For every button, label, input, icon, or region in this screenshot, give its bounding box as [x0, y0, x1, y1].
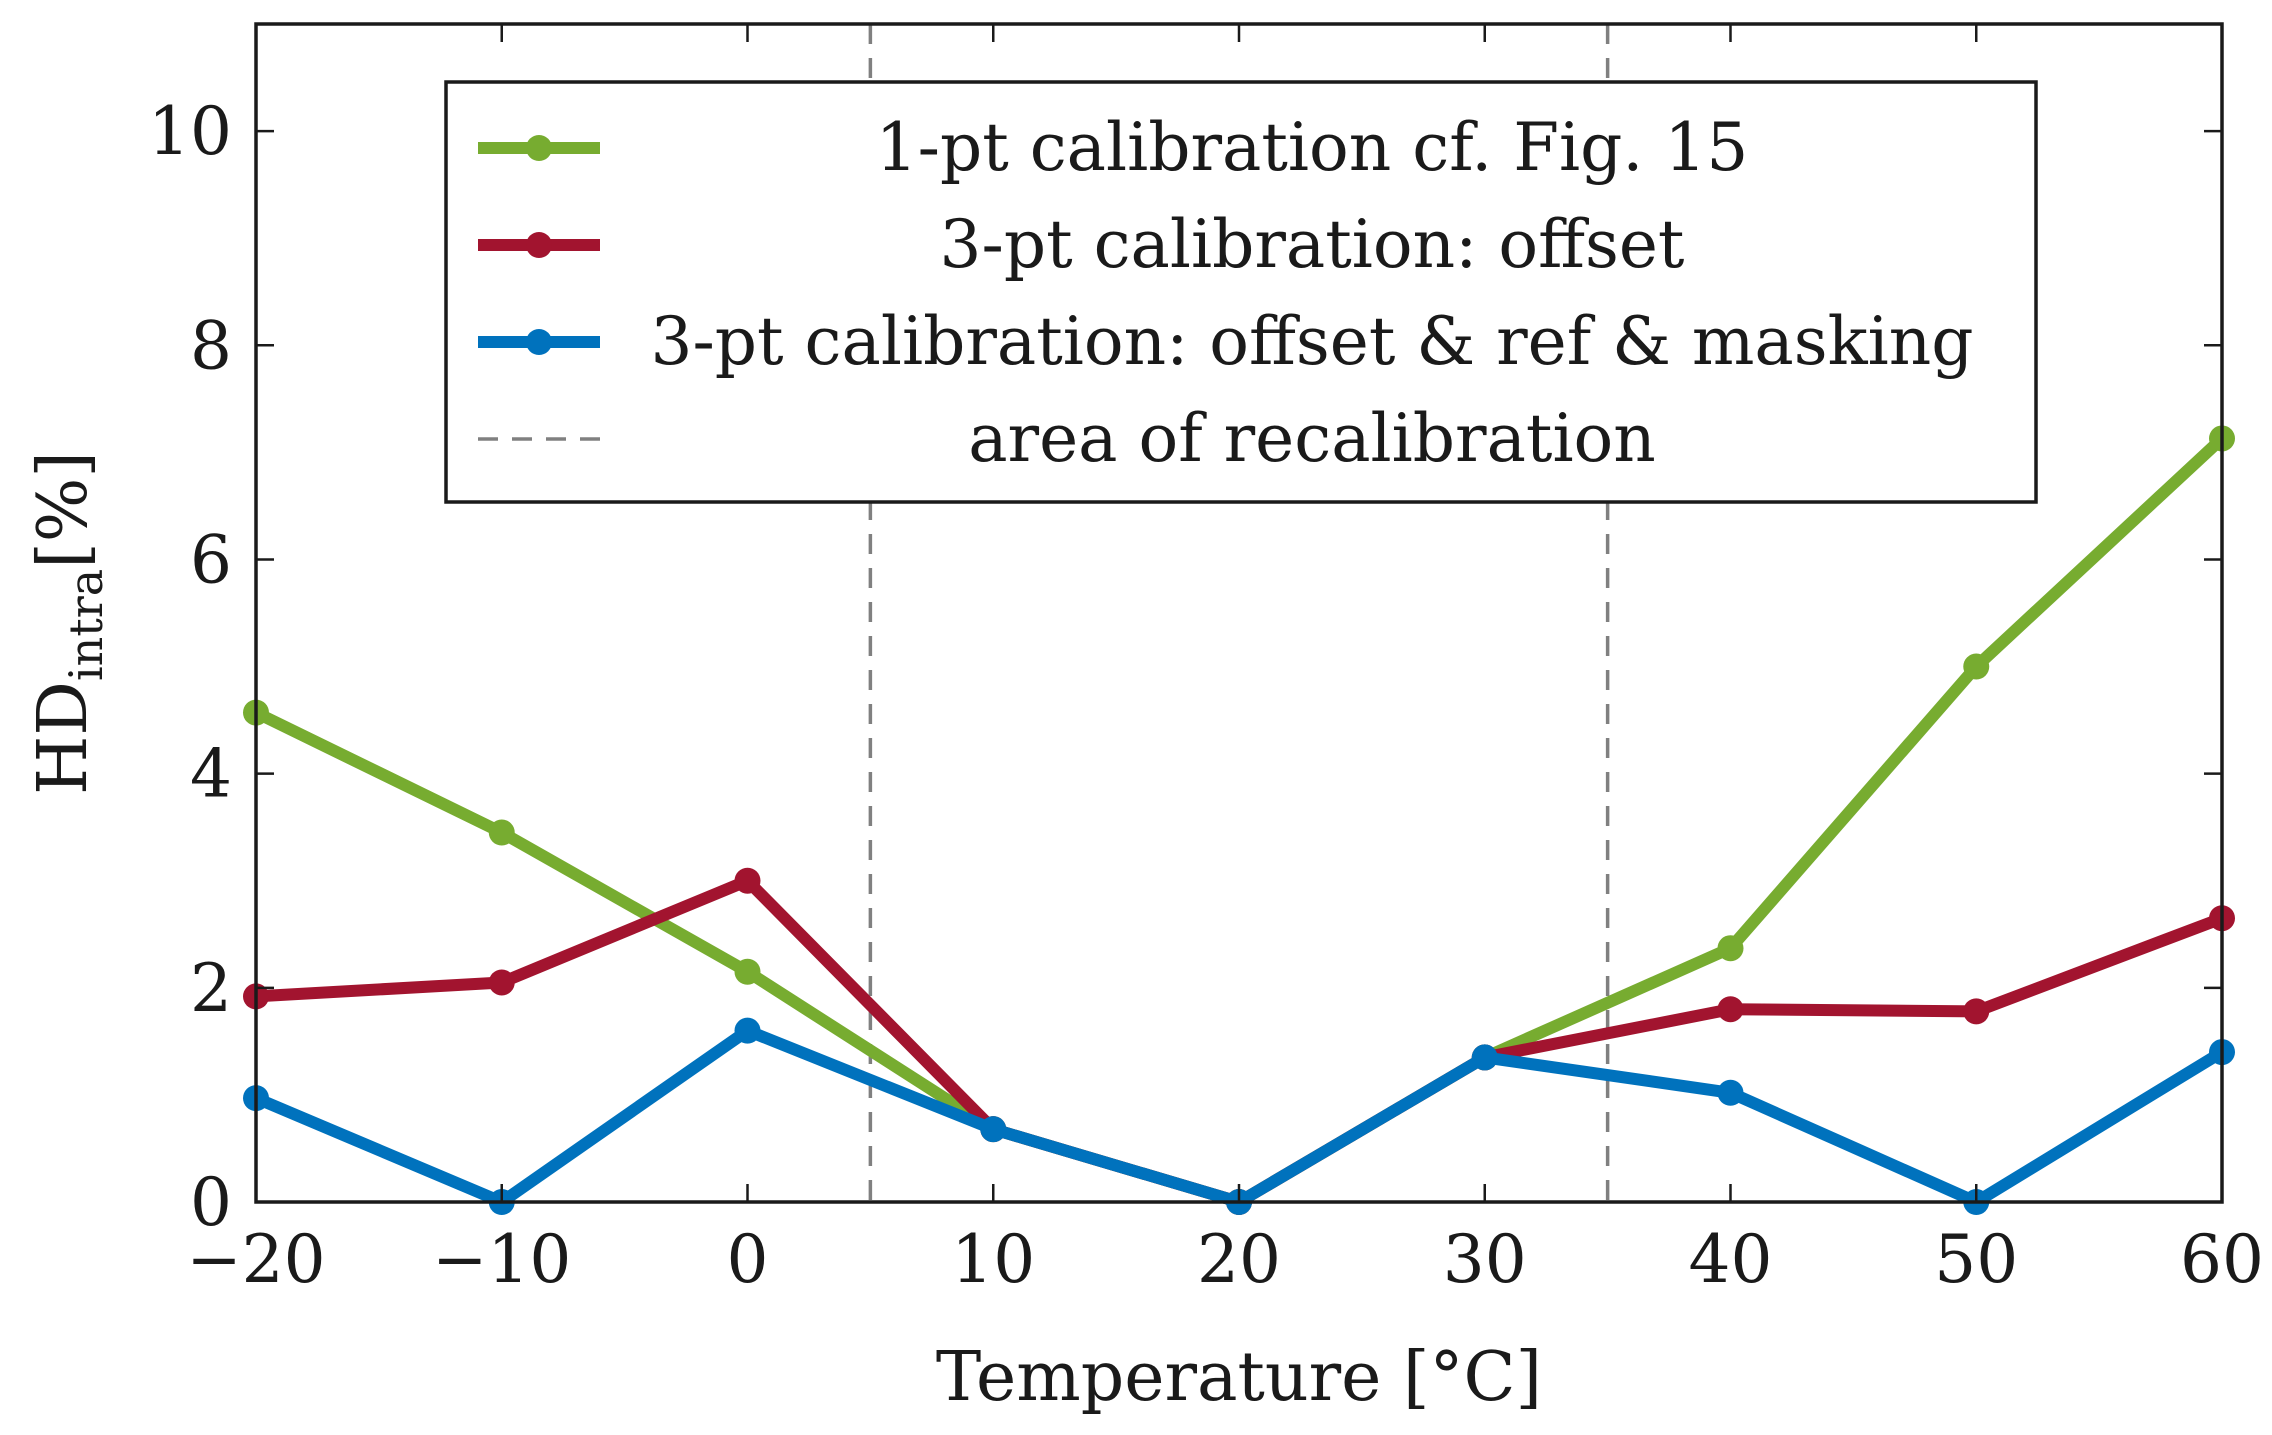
- legend-swatch-marker: [526, 329, 552, 355]
- legend-swatch-marker: [526, 232, 552, 258]
- legend-entry: 1-pt calibration cf. Fig. 15: [478, 109, 1748, 186]
- data-point: [488, 819, 515, 846]
- x-tick-label: 60: [2180, 1221, 2264, 1298]
- legend-label: 3-pt calibration: offset & ref & masking: [651, 303, 1974, 380]
- series-1: [243, 867, 2235, 1215]
- legend-box: [444, 80, 2038, 504]
- legend-entries: 1-pt calibration cf. Fig. 15 3-pt calibra…: [478, 109, 1974, 477]
- data-point: [980, 1116, 1007, 1143]
- x-tick-label: 0: [727, 1221, 769, 1298]
- series-0: [243, 425, 2235, 1215]
- y-tick-label: 10: [148, 93, 232, 170]
- x-tick-label: −10: [432, 1221, 571, 1298]
- data-point: [734, 958, 761, 985]
- reference-lines: [868, 24, 1610, 1202]
- data-point: [1963, 653, 1990, 680]
- y-tick-label: 8: [190, 307, 232, 384]
- y-tick-label: 2: [190, 950, 232, 1027]
- data-point: [1717, 935, 1744, 962]
- x-tick-label: 10: [951, 1221, 1035, 1298]
- data-point: [734, 867, 761, 894]
- x-tick-label: 50: [1934, 1221, 2018, 1298]
- x-tick-label: 40: [1689, 1221, 1773, 1298]
- x-tick-label: 20: [1197, 1221, 1281, 1298]
- series-line-2: [250, 1024, 2228, 1208]
- x-tick-label: 30: [1443, 1221, 1527, 1298]
- data-point: [488, 969, 515, 996]
- x-axis-label: Temperature [°C]: [936, 1338, 1542, 1417]
- x-tick-label: −20: [186, 1221, 325, 1298]
- series-line-1: [250, 874, 2228, 1208]
- y-axis-label: HDintra[%]: [24, 451, 113, 795]
- tick-labels: −20 −10 0 10 20 30 40 50 60 0 2 4 6 8 10: [148, 93, 2264, 1298]
- data-point: [734, 1017, 761, 1044]
- legend-entry: area of recalibration: [478, 400, 1656, 477]
- y-axis-label-main: HD: [24, 681, 103, 795]
- legend-label: area of recalibration: [968, 400, 1656, 477]
- legend: 1-pt calibration cf. Fig. 15 3-pt calibra…: [444, 80, 2038, 504]
- y-axis-label-unit: [%]: [24, 451, 103, 569]
- y-axis-label-subscript: intra: [59, 569, 113, 681]
- legend-entry: 3-pt calibration: offset & ref & masking: [478, 303, 1974, 380]
- series-line-0: [250, 432, 2228, 1208]
- y-tick-label: 0: [190, 1164, 232, 1241]
- data-point: [1717, 1079, 1744, 1106]
- axis-ticks: [254, 24, 2224, 1204]
- series-layer: [243, 425, 2235, 1215]
- data-point: [1963, 998, 1990, 1025]
- y-tick-label: 4: [190, 736, 232, 813]
- y-tick-label: 6: [190, 521, 232, 598]
- legend-swatch-marker: [526, 135, 552, 161]
- legend-entry: 3-pt calibration: offset: [478, 206, 1684, 283]
- data-point: [1717, 996, 1744, 1023]
- legend-label: 3-pt calibration: offset: [940, 206, 1685, 283]
- legend-label: 1-pt calibration cf. Fig. 15: [876, 109, 1749, 186]
- data-point: [1471, 1044, 1498, 1071]
